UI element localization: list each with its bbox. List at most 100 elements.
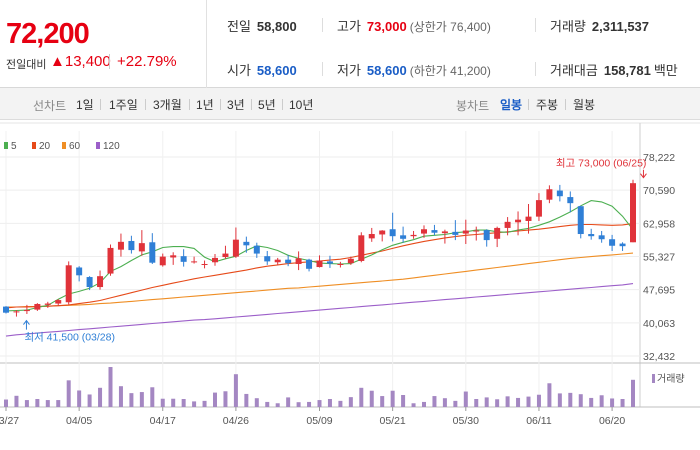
divider [322,18,323,32]
volume-bar [369,390,374,407]
volume-bar [536,394,541,407]
volume-bar [129,393,134,407]
candle-body [462,230,469,234]
volume-bar [526,396,531,407]
candle-chart-label: 봉차트 [456,99,490,113]
tab-1year[interactable]: 1년 [196,98,214,112]
x-tick-label: 05/09 [306,415,332,427]
prev-close: 전일 58,800 [227,16,297,35]
candle-body [107,247,114,274]
tab-1week[interactable]: 1주일 [109,98,138,112]
upper-limit-value: 76,400 [450,20,487,34]
volume-bar [275,403,280,407]
tab-weekly-candle[interactable]: 주봉 [536,98,559,112]
volume-bar [254,398,259,407]
volume-bar [202,400,207,407]
candle-body [379,230,386,235]
volume-bar [557,393,562,407]
candle-body [609,239,616,246]
volume-bar [401,395,406,407]
volume-bar [87,394,92,407]
volume-bar [578,394,583,407]
divider [565,99,566,110]
tab-3year[interactable]: 3년 [227,98,245,112]
volume-bar [307,401,312,407]
tab-10year[interactable]: 10년 [289,98,314,112]
candlestick-chart-svg: 5 20 60 120 78,222 70,590 62,958 55,327 47,695 4… [0,122,700,427]
volume-legend-swatch [652,374,655,383]
candle-body [567,197,574,204]
candle-body [180,256,187,262]
change-label: 전일대비 [6,59,47,71]
x-tick-label: 04/26 [223,415,249,427]
legend-label: 60 [69,141,81,152]
volume-bar [620,399,625,407]
high-price: 고가 73,000 (상한가 76,400) [337,19,491,34]
divider [535,62,536,76]
candle-body [452,231,459,235]
volume-bar [4,399,8,407]
candle-body [128,240,135,251]
ma60-line [6,252,634,308]
volume-bar [327,399,332,407]
tab-5year[interactable]: 5년 [258,98,276,112]
volume-bar [484,397,489,407]
volume-bar [35,399,40,407]
x-tick-label: 04/05 [66,415,92,427]
candle-body [3,306,9,313]
volume-bar [139,392,144,407]
low-price: 저가 58,600 (하한가 41,200) [337,63,491,78]
x-tick-label: 05/21 [380,415,406,427]
candles [3,179,636,317]
legend-swatch [4,142,8,149]
candle-body [55,300,62,304]
candle-body [535,200,542,217]
down-arrow-icon [640,169,647,179]
volume-bar [296,402,301,407]
tab-3month[interactable]: 3개월 [153,98,182,112]
price-change-rate: +22.79% [117,53,177,70]
volume-bar [390,390,395,407]
y-tick-label: 78,222 [643,152,675,164]
tab-1day[interactable]: 1일 [76,98,94,112]
divider [109,54,110,69]
lower-limit-value: 41,200 [450,64,487,78]
candle-body [285,259,292,264]
candle-body [264,256,271,262]
volume-bar [244,393,249,407]
volume-bar [233,374,238,407]
tab-daily-candle[interactable]: 일봉 [500,98,523,112]
volume-bar [631,379,635,407]
candle-body [556,190,563,197]
trade-amount-unit: 백만 [653,63,678,78]
high-label: 고가 [337,19,361,34]
open-price: 시가 58,600 [227,60,297,79]
low-annotation-label: 최저 41,500 (03/28) [24,332,115,344]
volume-label: 거래량 [657,373,685,385]
volume-bar [348,397,353,407]
candle-body [170,255,177,258]
legend-label: 5 [11,141,17,152]
divider [189,99,190,110]
y-tick-label: 40,063 [643,318,675,330]
up-arrow-icon [23,319,30,330]
candle-body [149,242,156,263]
divider [100,99,101,110]
date-axis: 03/27 04/05 04/17 04/26 05/09 05/21 05/30 06/11… [0,407,625,427]
ma-legend: 5 20 60 120 [4,141,120,152]
candle-body [577,206,584,235]
high-value: 73,000 [366,19,407,34]
chart-toolbar: 선차트 1일 1주일 3개월 1년 3년 5년 10년 봉차트 일봉 주봉 월봉 [0,88,700,120]
candle-body [191,261,198,263]
candle-body [65,265,72,303]
candle-body [295,258,302,265]
volume-bar [24,400,29,407]
volume-bar [359,387,364,407]
candle-body [389,229,396,237]
candle-body [13,311,20,313]
up-triangle-icon: ▲ [50,53,65,70]
tab-monthly-candle[interactable]: 월봉 [573,98,596,112]
y-tick-label: 55,327 [643,252,675,264]
prev-close-value: 58,800 [256,19,297,34]
quote-header: 72,200 전일대비 ▲13,400 +22.79% 전일 58,800 고가 7… [0,0,700,88]
